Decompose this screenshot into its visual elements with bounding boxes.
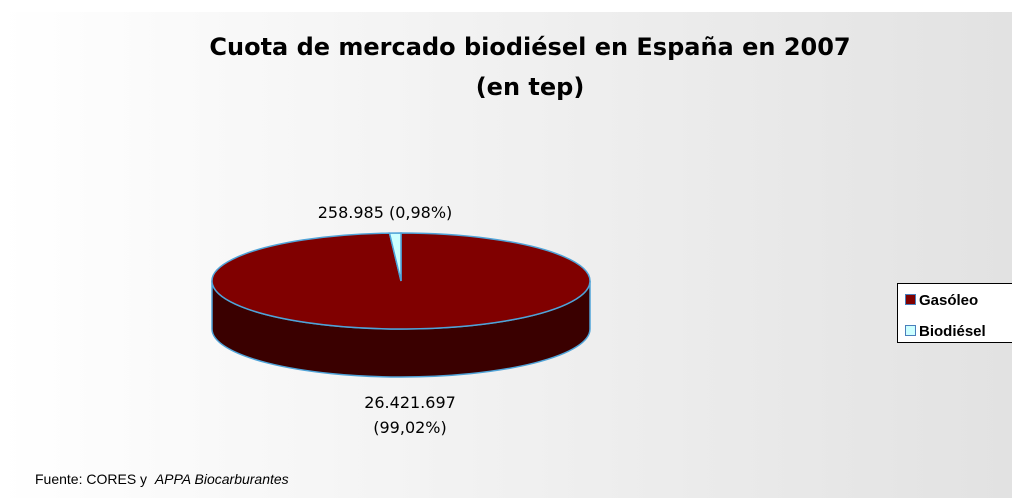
source: Fuente: CORES y	[35, 471, 148, 487]
legend-label: Gasóleo	[919, 292, 979, 309]
legend-entry: Gasóleo	[905, 292, 978, 309]
pie	[211, 232, 591, 378]
legend-swatch	[905, 294, 916, 305]
source-italic: APPA Biocarburantes	[154, 471, 289, 487]
legend-entry: Biodiésel	[905, 323, 986, 340]
chart-title: Cuota de mercado biodiésel en España en …	[209, 33, 851, 61]
legend-swatch	[905, 325, 916, 336]
data-label: 26.421.697 (99,02%)	[364, 393, 456, 437]
legend: Gasóleo Biodiésel	[897, 283, 1012, 343]
source-note: Fuente: CORES y APPA Biocarburantes	[35, 471, 289, 487]
legend-label: Biodiésel	[919, 323, 986, 340]
chart-title: (en tep)	[475, 73, 585, 101]
pie-slice	[388, 232, 402, 282]
data-label: 258.985 (0,98%)	[317, 203, 453, 222]
